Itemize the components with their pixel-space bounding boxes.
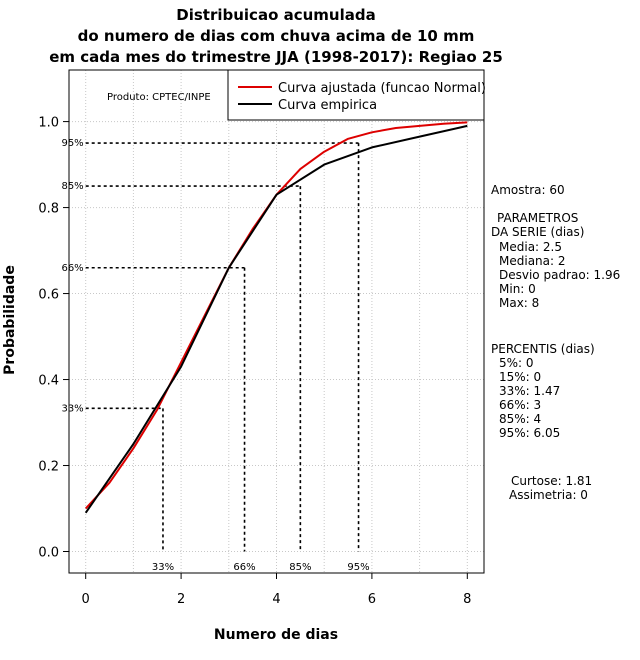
chart-title: Distribuicao acumulada do numero de dias … <box>49 6 503 66</box>
product-label: Produto: CPTEC/INPE <box>107 92 211 103</box>
legend-box <box>227 69 485 121</box>
percentil-item: 33%: 1.47 <box>499 384 561 398</box>
percentile-label-x: 66% <box>233 562 255 573</box>
percentis-list: 5%: 0 15%: 0 33%: 1.47 66%: 3 85%: 4 95%: 6.0… <box>499 356 560 440</box>
series-lines <box>84 121 468 514</box>
x-tick-label: 6 <box>368 592 376 607</box>
percentil-item: 5%: 0 <box>499 356 534 370</box>
sample-size: Amostra: 60 <box>491 183 565 197</box>
params-list: Media: 2.5 Mediana: 2 Desvio padrao: 1.96 M… <box>499 240 620 310</box>
percentile-label-x: 33% <box>152 562 174 573</box>
percentil-item: 66%: 3 <box>499 398 542 412</box>
param-item: Desvio padrao: 1.96 <box>499 268 621 282</box>
percentile-label-y: 85% <box>61 181 83 192</box>
params-title: PARAMETROS <box>497 211 579 225</box>
assimetria-value: Assimetria: 0 <box>509 488 588 502</box>
percentis-title: PERCENTIS (dias) <box>491 342 595 356</box>
x-tick-label: 8 <box>463 592 471 607</box>
percentil-item: 15%: 0 <box>499 370 542 384</box>
legend-label-fitted: Curva ajustada (funcao Normal) <box>278 81 486 96</box>
y-tick-label: 0.4 <box>38 374 59 389</box>
y-tick-label: 1.0 <box>38 116 59 131</box>
chart-title-line: do numero de dias com chuva acima de 10 … <box>78 27 475 45</box>
axis-ticks: 0 2 4 6 8 0.0 0.2 0.4 0.6 0.8 1.0 <box>38 116 471 607</box>
params-subtitle: DA SERIE (dias) <box>491 225 585 239</box>
percentile-label-y: 33% <box>61 403 83 414</box>
percentil-item: 95%: 6.05 <box>499 426 561 440</box>
percentile-label-x: 95% <box>347 562 369 573</box>
y-tick-label: 0.8 <box>38 202 59 217</box>
param-item: Min: 0 <box>499 282 536 296</box>
legend-label-empirical: Curva empirica <box>278 98 377 113</box>
y-tick-label: 0.0 <box>38 546 59 561</box>
percentil-item: 85%: 4 <box>499 412 542 426</box>
x-tick-label: 4 <box>272 592 280 607</box>
percentile-label-y: 66% <box>61 263 83 274</box>
series-line-empirical <box>84 124 468 514</box>
param-item: Mediana: 2 <box>499 254 566 268</box>
grid <box>69 70 484 573</box>
y-tick-label: 0.2 <box>38 460 59 475</box>
x-tick-label: 2 <box>177 592 185 607</box>
y-tick-label: 0.6 <box>38 288 59 303</box>
x-tick-label: 0 <box>82 592 90 607</box>
x-axis-label: Numero de dias <box>214 627 338 643</box>
series-line-fitted <box>84 121 468 510</box>
chart-title-line: em cada mes do trimestre JJA (1998-2017)… <box>49 48 503 66</box>
percentile-guides: 33% 33% 66% 66% 85% 85% 95% 95% <box>61 138 369 573</box>
percentile-label-y: 95% <box>61 138 83 149</box>
param-item: Media: 2.5 <box>499 240 562 254</box>
y-axis-label: Probabilidade <box>2 265 18 375</box>
legend: Curva ajustada (funcao Normal) Curva emp… <box>227 69 486 121</box>
percentile-label-x: 85% <box>289 562 311 573</box>
chart-title-line: Distribuicao acumulada <box>176 6 375 24</box>
curtose-value: Curtose: 1.81 <box>511 474 593 488</box>
param-item: Max: 8 <box>499 296 540 310</box>
